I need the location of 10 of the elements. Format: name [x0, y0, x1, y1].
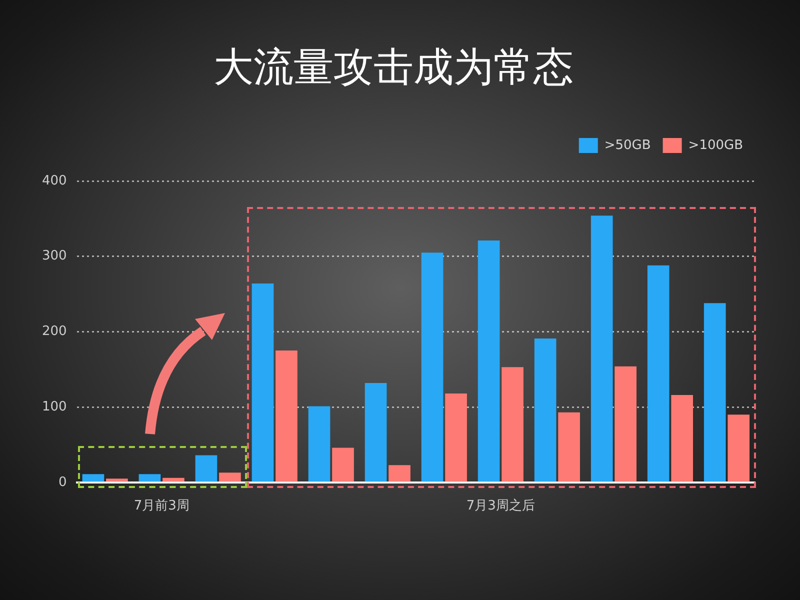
x-tick-label: 7月前3周 — [134, 498, 190, 514]
y-tick-label: 300 — [42, 248, 67, 264]
legend-label: >50GB — [604, 138, 651, 153]
chart-title: 大流量攻击成为常态 — [214, 44, 574, 90]
legend-label: >100GB — [688, 138, 744, 153]
y-tick-label: 200 — [42, 324, 67, 340]
y-tick-label: 100 — [42, 399, 67, 414]
x-tick-label: 7月3周之后 — [466, 498, 535, 514]
y-tick-label: 400 — [42, 173, 67, 188]
y-tick-label: 0 — [58, 474, 67, 490]
